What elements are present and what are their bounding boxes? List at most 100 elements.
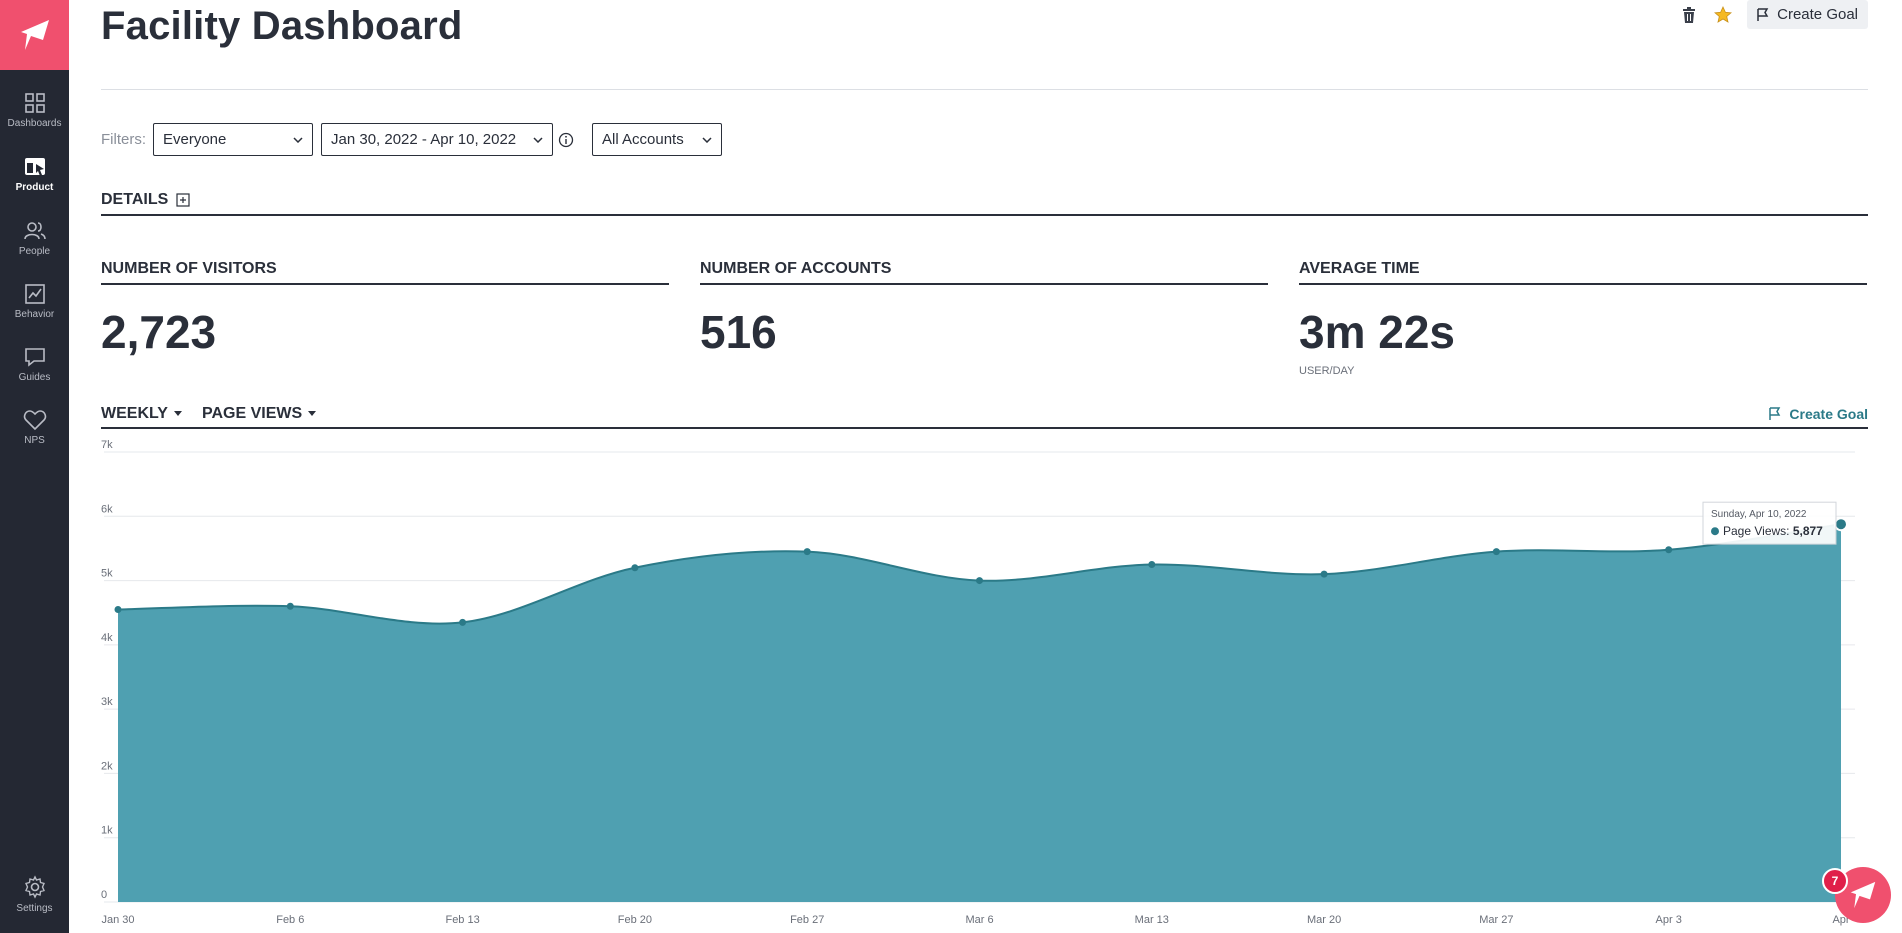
chevron-down-icon xyxy=(293,136,303,143)
expand-icon xyxy=(176,193,190,207)
data-point[interactable] xyxy=(114,606,122,613)
accounts-value: All Accounts xyxy=(602,131,684,148)
sidebar-item-label: Behavior xyxy=(14,309,55,320)
tooltip-value: 5,877 xyxy=(1793,524,1823,538)
data-point[interactable] xyxy=(459,618,467,626)
y-tick-label: 4k xyxy=(101,632,113,644)
create-goal-label: Create Goal xyxy=(1777,6,1858,23)
sidebar-item-product[interactable]: Product xyxy=(0,156,69,193)
sidebar-item-nps[interactable]: NPS xyxy=(0,409,69,446)
accounts-select[interactable]: All Accounts xyxy=(592,123,722,156)
header-actions: Create Goal xyxy=(1679,0,1868,29)
sidebar-item-label: Dashboards xyxy=(7,118,62,129)
main-content: Facility Dashboard Create Goal Filters: xyxy=(69,0,1902,933)
caret-down-icon xyxy=(173,411,182,417)
y-tick-label: 0 xyxy=(101,889,107,901)
chevron-down-icon xyxy=(702,136,712,143)
area-fill xyxy=(118,524,1841,902)
grid-icon xyxy=(24,93,45,113)
data-point[interactable] xyxy=(631,564,639,572)
sidebar-item-behavior[interactable]: Behavior xyxy=(0,283,69,320)
trash-icon xyxy=(1683,6,1696,23)
help-button[interactable] xyxy=(1835,867,1891,923)
delete-button[interactable] xyxy=(1679,5,1699,25)
filters-label: Filters: xyxy=(101,131,146,148)
metric-divider xyxy=(1299,283,1867,285)
tooltip-date: Sunday, Apr 10, 2022 xyxy=(1711,509,1807,520)
tooltip-series-marker xyxy=(1711,527,1719,536)
x-tick-label: Mar 20 xyxy=(1307,914,1341,926)
data-point[interactable] xyxy=(286,602,294,610)
gear-icon xyxy=(24,875,45,899)
favorite-button[interactable] xyxy=(1713,5,1733,25)
info-icon[interactable] xyxy=(558,132,574,148)
sidebar-item-people[interactable]: People xyxy=(0,220,69,257)
x-tick-label: Mar 6 xyxy=(965,914,993,926)
sidebar-item-guides[interactable]: Guides xyxy=(0,346,69,383)
data-point[interactable] xyxy=(803,548,811,556)
data-point[interactable] xyxy=(1492,548,1500,556)
star-icon xyxy=(1714,5,1733,23)
sidebar-item-label: NPS xyxy=(24,435,45,446)
chart-divider xyxy=(101,427,1868,429)
date-range-select[interactable]: Jan 30, 2022 - Apr 10, 2022 xyxy=(321,123,553,156)
chart-tooltip xyxy=(1702,501,1837,545)
data-point[interactable] xyxy=(976,577,983,585)
tooltip-series-label: Page Views: 5,877 xyxy=(1723,524,1823,538)
notification-badge: 7 xyxy=(1822,868,1848,894)
data-point[interactable] xyxy=(1665,546,1673,554)
flag-icon xyxy=(1757,7,1769,21)
y-tick-label: 6k xyxy=(101,503,113,515)
y-tick-label: 3k xyxy=(101,696,113,708)
x-tick-label: Mar 27 xyxy=(1479,914,1513,926)
metric-dropdown[interactable]: PAGE VIEWS xyxy=(201,405,317,423)
heart-icon xyxy=(23,410,46,431)
x-tick-label: Feb 6 xyxy=(276,914,304,926)
chat-icon xyxy=(24,348,45,367)
sidebar-item-label: Guides xyxy=(18,372,51,383)
caret-down-icon xyxy=(308,411,317,417)
x-tick-label: Feb 20 xyxy=(618,914,652,926)
metric-value: 2,723 xyxy=(101,306,217,358)
date-range-value: Jan 30, 2022 - Apr 10, 2022 xyxy=(331,131,517,148)
data-point[interactable] xyxy=(1834,517,1848,532)
x-tick-label: Mar 13 xyxy=(1135,914,1169,926)
metric-sub: USER/DAY xyxy=(1299,365,1355,377)
metric-divider xyxy=(101,283,669,285)
chart-icon xyxy=(24,284,45,304)
sidebar-item-settings[interactable]: Settings xyxy=(0,875,69,914)
x-tick-label: Jan 30 xyxy=(101,914,134,926)
x-tick-label: Apr 3 xyxy=(1656,914,1682,926)
header-divider xyxy=(101,89,1868,90)
interval-label: WEEKLY xyxy=(101,405,168,422)
data-point[interactable] xyxy=(1320,570,1328,578)
metric-average-time: AVERAGE TIME 3m 22s USER/DAY xyxy=(1299,260,1867,377)
app-logo[interactable] xyxy=(0,0,69,70)
sidebar-item-dashboards[interactable]: Dashboards xyxy=(0,92,69,129)
metric-value: 516 xyxy=(700,306,777,358)
create-goal-button[interactable]: Create Goal xyxy=(1747,0,1868,29)
y-tick-label: 1k xyxy=(101,825,113,837)
metric-accounts: NUMBER OF ACCOUNTS 516 xyxy=(700,260,1268,359)
segment-value: Everyone xyxy=(163,131,227,148)
page-title: Facility Dashboard xyxy=(101,4,463,48)
sidebar-item-label: Product xyxy=(15,182,54,193)
details-toggle[interactable]: DETAILS xyxy=(101,191,190,209)
chart-create-goal-button[interactable]: Create Goal xyxy=(1769,406,1868,422)
x-tick-label: Feb 27 xyxy=(790,914,824,926)
sidebar: Dashboards Product People Behavior Guide… xyxy=(0,0,69,933)
interval-dropdown[interactable]: WEEKLY xyxy=(101,405,182,423)
segment-select[interactable]: Everyone xyxy=(153,123,313,156)
flag-icon xyxy=(1769,407,1781,420)
y-tick-label: 7k xyxy=(101,440,113,451)
metric-visitors: NUMBER OF VISITORS 2,723 xyxy=(101,260,669,359)
details-label: DETAILS xyxy=(101,191,169,208)
metric-value: 3m 22s xyxy=(1299,306,1456,358)
y-tick-label: 5k xyxy=(101,568,113,580)
data-point[interactable] xyxy=(1148,561,1156,568)
sidebar-item-label: People xyxy=(18,246,51,257)
metric-label: NUMBER OF ACCOUNTS xyxy=(700,260,892,277)
metric-label: AVERAGE TIME xyxy=(1299,260,1420,277)
filters-bar: Filters: Everyone Jan 30, 2022 - Apr 10,… xyxy=(101,123,722,156)
metric-dropdown-label: PAGE VIEWS xyxy=(201,405,303,422)
